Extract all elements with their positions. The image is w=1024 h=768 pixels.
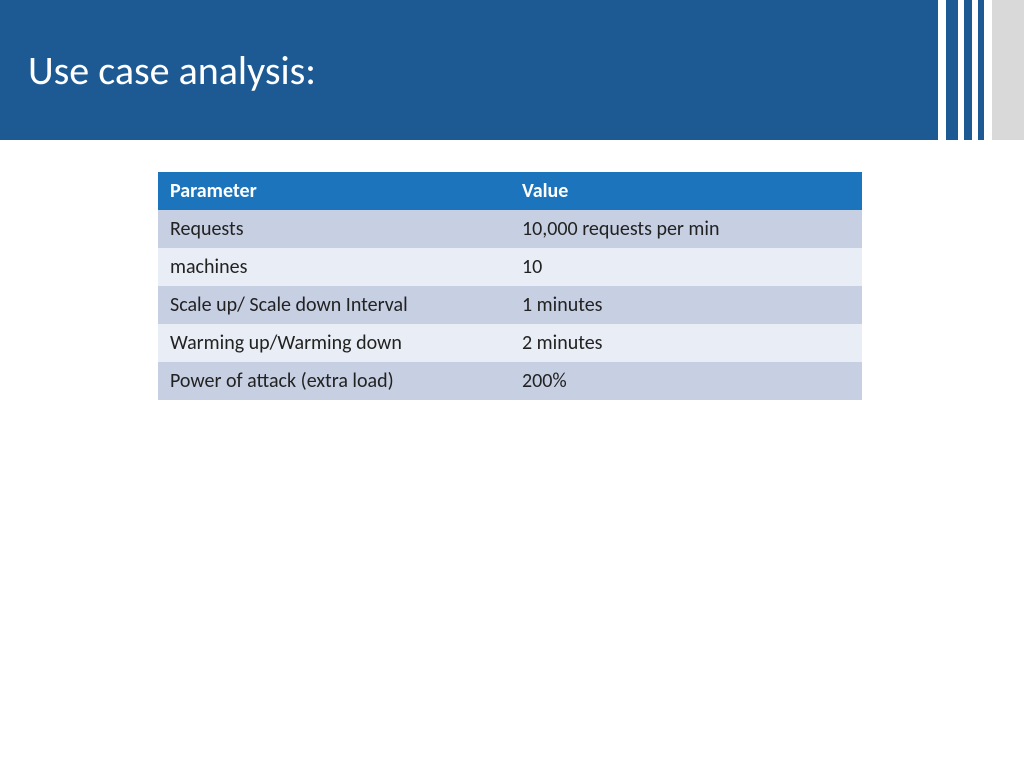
table-row: Scale up/ Scale down Interval 1 minutes — [158, 286, 862, 324]
stripe — [964, 0, 972, 140]
table-cell-param: Scale up/ Scale down Interval — [158, 286, 510, 324]
table-cell-param: machines — [158, 248, 510, 286]
stripe — [984, 0, 992, 140]
header-stripes — [938, 0, 1024, 140]
table-cell-value: 10,000 requests per min — [510, 210, 862, 248]
table-cell-value: 2 minutes — [510, 324, 862, 362]
parameters-table: Parameter Value Requests 10,000 requests… — [158, 172, 862, 400]
table-cell-value: 1 minutes — [510, 286, 862, 324]
page-title: Use case analysis: — [28, 46, 316, 95]
table-row: Warming up/Warming down 2 minutes — [158, 324, 862, 362]
table-row: Power of attack (extra load) 200% — [158, 362, 862, 400]
table-cell-param: Warming up/Warming down — [158, 324, 510, 362]
slide-content: Parameter Value Requests 10,000 requests… — [0, 140, 1024, 400]
table-header-value: Value — [510, 172, 862, 210]
stripe — [938, 0, 946, 140]
slide-header: Use case analysis: — [0, 0, 1024, 140]
table-row: Requests 10,000 requests per min — [158, 210, 862, 248]
table-cell-value: 10 — [510, 248, 862, 286]
table-header-row: Parameter Value — [158, 172, 862, 210]
table-header-parameter: Parameter — [158, 172, 510, 210]
table-cell-param: Requests — [158, 210, 510, 248]
stripe — [992, 0, 1024, 140]
stripe — [946, 0, 958, 140]
table-cell-param: Power of attack (extra load) — [158, 362, 510, 400]
table-row: machines 10 — [158, 248, 862, 286]
table-cell-value: 200% — [510, 362, 862, 400]
